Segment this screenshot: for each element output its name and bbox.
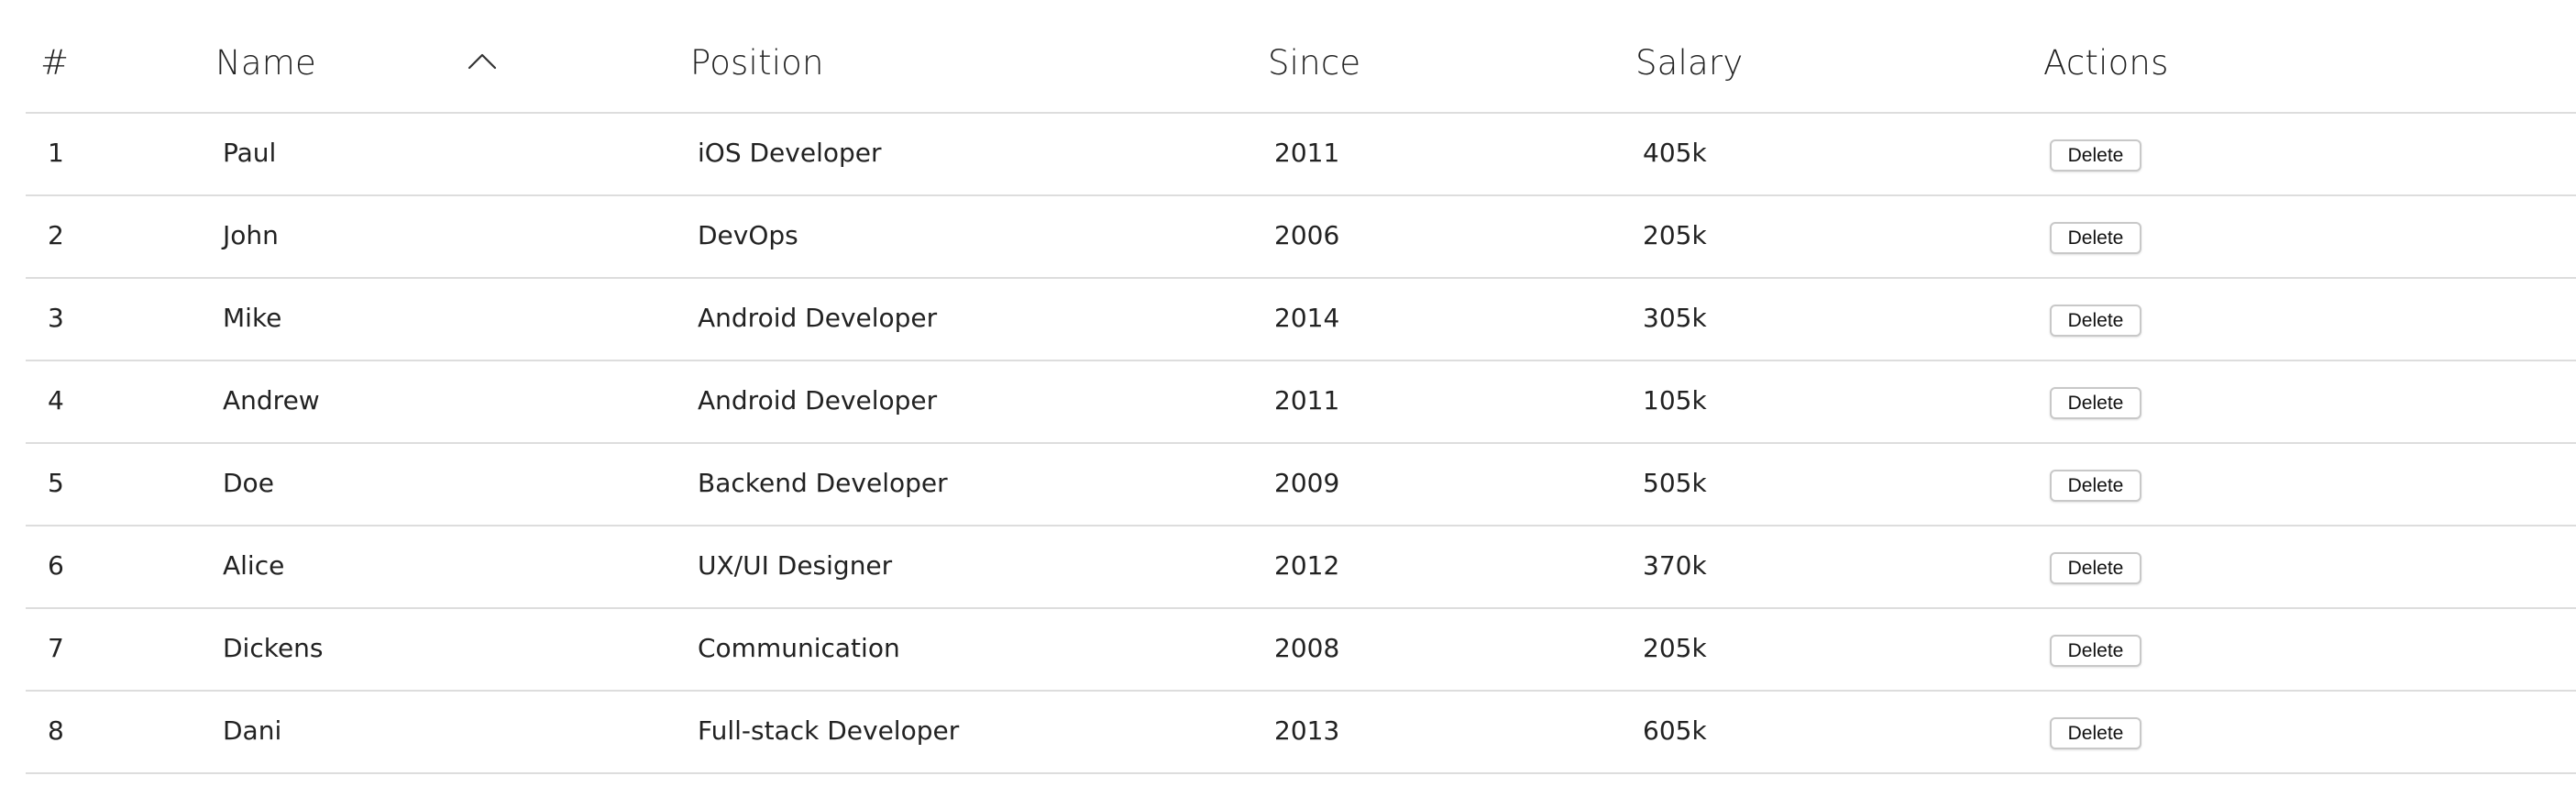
column-header-position[interactable]: Position — [690, 43, 824, 83]
row-position: UX/UI Designer — [698, 550, 893, 581]
column-header-number[interactable]: # — [40, 43, 70, 83]
row-name: John — [223, 220, 279, 250]
table-row: 5 Doe Backend Developer 2009 505k Delete — [26, 444, 2576, 526]
row-name: Dani — [223, 715, 282, 746]
row-name: Doe — [223, 468, 274, 498]
row-name: Paul — [223, 138, 277, 168]
table-row: 2 John DevOps 2006 205k Delete — [26, 196, 2576, 279]
column-header-name[interactable]: Name — [215, 43, 316, 83]
row-since: 2009 — [1274, 468, 1340, 498]
row-name: Dickens — [223, 633, 324, 663]
row-number: 7 — [48, 633, 64, 663]
row-salary: 105k — [1643, 385, 1707, 416]
row-position: Communication — [698, 633, 900, 663]
delete-button[interactable]: Delete — [2050, 305, 2141, 337]
row-number: 5 — [48, 468, 64, 498]
row-salary: 305k — [1643, 303, 1707, 333]
row-since: 2011 — [1274, 385, 1340, 416]
row-number: 4 — [48, 385, 64, 416]
row-since: 2006 — [1274, 220, 1340, 250]
table-header: # Name Position Since Salary Actions — [26, 0, 2576, 114]
delete-button[interactable]: Delete — [2050, 717, 2141, 749]
row-salary: 370k — [1643, 550, 1707, 581]
row-position: Android Developer — [698, 385, 938, 416]
row-salary: 205k — [1643, 633, 1707, 663]
delete-button[interactable]: Delete — [2050, 222, 2141, 254]
row-since: 2008 — [1274, 633, 1340, 663]
employees-table: # Name Position Since Salary Actions 1 P… — [26, 0, 2576, 774]
table-row: 3 Mike Android Developer 2014 305k Delet… — [26, 279, 2576, 361]
delete-button[interactable]: Delete — [2050, 470, 2141, 502]
row-position: Android Developer — [698, 303, 938, 333]
row-salary: 205k — [1643, 220, 1707, 250]
row-name: Alice — [223, 550, 285, 581]
row-number: 3 — [48, 303, 64, 333]
column-header-since[interactable]: Since — [1268, 43, 1361, 83]
row-position: iOS Developer — [698, 138, 882, 168]
row-since: 2014 — [1274, 303, 1340, 333]
delete-button[interactable]: Delete — [2050, 139, 2141, 172]
delete-button[interactable]: Delete — [2050, 387, 2141, 419]
row-number: 8 — [48, 715, 64, 746]
table-row: 1 Paul iOS Developer 2011 405k Delete — [26, 114, 2576, 196]
row-number: 1 — [48, 138, 64, 168]
column-header-salary[interactable]: Salary — [1635, 43, 1744, 83]
row-salary: 405k — [1643, 138, 1707, 168]
chevron-up-icon[interactable] — [466, 46, 499, 79]
delete-button[interactable]: Delete — [2050, 635, 2141, 667]
delete-button[interactable]: Delete — [2050, 552, 2141, 584]
row-position: Backend Developer — [698, 468, 948, 498]
row-number: 6 — [48, 550, 64, 581]
row-salary: 605k — [1643, 715, 1707, 746]
table-row: 4 Andrew Android Developer 2011 105k Del… — [26, 361, 2576, 444]
column-header-actions: Actions — [2043, 43, 2169, 83]
row-number: 2 — [48, 220, 64, 250]
table-row: 7 Dickens Communication 2008 205k Delete — [26, 609, 2576, 692]
row-salary: 505k — [1643, 468, 1707, 498]
table-row: 8 Dani Full-stack Developer 2013 605k De… — [26, 692, 2576, 774]
row-position: DevOps — [698, 220, 798, 250]
row-since: 2013 — [1274, 715, 1340, 746]
row-position: Full-stack Developer — [698, 715, 960, 746]
row-since: 2012 — [1274, 550, 1340, 581]
row-name: Andrew — [223, 385, 320, 416]
row-since: 2011 — [1274, 138, 1340, 168]
row-name: Mike — [223, 303, 282, 333]
table-row: 6 Alice UX/UI Designer 2012 370k Delete — [26, 526, 2576, 609]
